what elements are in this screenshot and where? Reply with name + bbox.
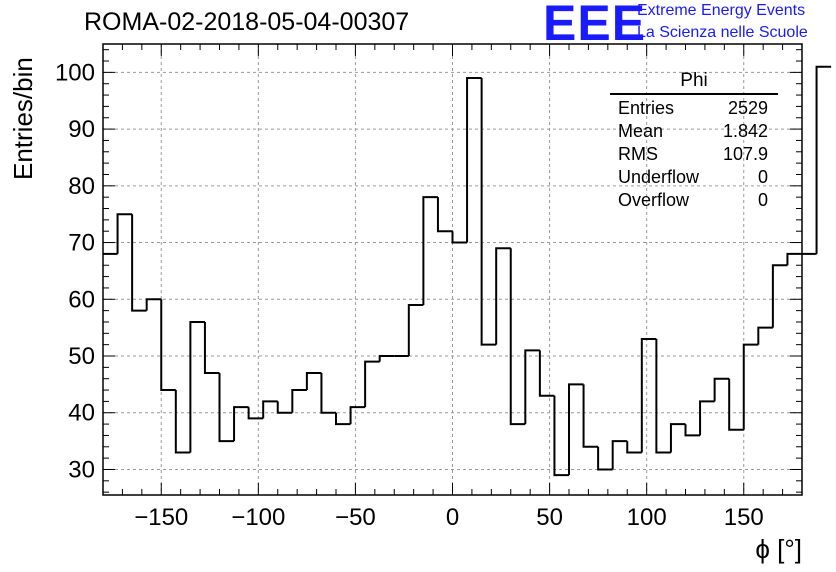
histogram-bin (524, 349, 540, 425)
stats-label: Overflow (618, 190, 690, 210)
axis-ticks: −150 −100 −50 0 50 100 150 30 40 50 60 70 80 90 100 (55, 44, 803, 531)
histogram-bin (713, 377, 730, 402)
stats-value: 0 (757, 167, 768, 187)
y-tick-label: 90 (68, 116, 95, 143)
y-tick-label: 50 (68, 343, 95, 370)
x-axis-label: ϕ [°] (755, 534, 802, 564)
y-tick-label: 70 (68, 230, 95, 257)
stats-value: 0 (757, 190, 768, 210)
stats-label: Entries (618, 98, 675, 118)
histogram-bin (568, 383, 584, 476)
x-tick-label: 50 (536, 504, 563, 531)
histogram-bin (640, 337, 657, 453)
histogram-bin (174, 390, 191, 454)
histogram-bin (553, 395, 569, 477)
x-tick-label: 100 (627, 504, 667, 531)
histogram-bin (305, 372, 322, 391)
histogram-bin (378, 355, 395, 362)
stats-row-entries: Entries 2529 (610, 97, 778, 120)
histogram-bin (684, 424, 701, 437)
histogram-bin (291, 389, 307, 413)
histogram-bin (466, 77, 482, 243)
histogram-bin (349, 406, 366, 425)
histogram-bin (597, 446, 613, 471)
stats-label: RMS (618, 144, 658, 164)
stats-label: Underflow (618, 167, 700, 187)
y-tick-label: 100 (55, 59, 95, 86)
histogram-bin (786, 252, 802, 266)
histogram-bin (669, 423, 686, 453)
histogram-bin (582, 384, 599, 448)
histogram-bin (364, 360, 380, 408)
chart-title: ROMA-02-2018-05-04-00307 (84, 8, 410, 36)
x-tick-label: 150 (724, 504, 764, 531)
histogram-bin (509, 248, 526, 426)
histogram-bin (247, 407, 264, 420)
y-tick-label: 30 (68, 456, 95, 483)
histogram-bin (611, 440, 628, 470)
histogram-bin (218, 373, 235, 443)
histogram-bars (103, 65, 832, 477)
histogram-bin (262, 400, 278, 419)
stats-value: 1.842 (722, 121, 768, 141)
histogram-bin (276, 401, 293, 414)
histogram-bin (436, 197, 453, 233)
x-tick-label: −100 (231, 504, 285, 531)
histogram-bin (160, 299, 176, 392)
x-tick-label: −150 (134, 504, 188, 531)
histogram-bin (422, 196, 438, 305)
histogram-bin (233, 406, 249, 442)
y-tick-label: 60 (68, 286, 95, 313)
y-tick-label: 40 (68, 400, 95, 427)
histogram-bin (815, 65, 832, 254)
stats-title: Phi (610, 70, 778, 95)
y-axis-label: Entries/bin (8, 57, 38, 180)
logo-subtitle-2: La Scienza nelle Scuole (637, 24, 808, 41)
histogram-bin (742, 343, 759, 430)
histogram-bin (320, 373, 336, 414)
stats-value: 107.9 (722, 144, 768, 164)
stats-label: Mean (618, 121, 664, 141)
histogram-bin (495, 247, 511, 345)
x-tick-label: −50 (335, 504, 376, 531)
histogram-bin (757, 326, 773, 345)
stats-row-rms: RMS 107.9 (610, 143, 778, 166)
stats-row-mean: Mean 1.842 (610, 120, 778, 143)
histogram-bin (116, 213, 133, 254)
histogram-bin (771, 264, 788, 328)
histogram-bin (480, 78, 497, 346)
stats-row-overflow: Overflow 0 (610, 189, 778, 212)
y-tick-label: 80 (68, 173, 95, 200)
histogram-bin (626, 441, 642, 454)
x-tick-label: 0 (446, 504, 459, 531)
histogram-bin (728, 378, 744, 431)
histogram-bin (203, 321, 220, 375)
histogram-bin (407, 303, 424, 357)
histogram-bin (189, 320, 205, 453)
histogram-bin (538, 350, 555, 397)
stats-row-underflow: Underflow 0 (610, 166, 778, 189)
histogram-bin (655, 338, 671, 454)
histogram-bin (335, 412, 351, 426)
histogram-bin (699, 400, 715, 436)
logo-subtitle-1: Extreme Energy Events (637, 2, 806, 19)
histogram-bin (145, 298, 162, 311)
stats-value: 2529 (727, 98, 768, 118)
histogram-bin (131, 214, 147, 312)
histogram-bin (451, 231, 468, 244)
eee-logo: EEE (543, 0, 647, 51)
stats-box: Phi Entries 2529 Mean 1.842 RMS 107.9 Un… (610, 70, 778, 212)
